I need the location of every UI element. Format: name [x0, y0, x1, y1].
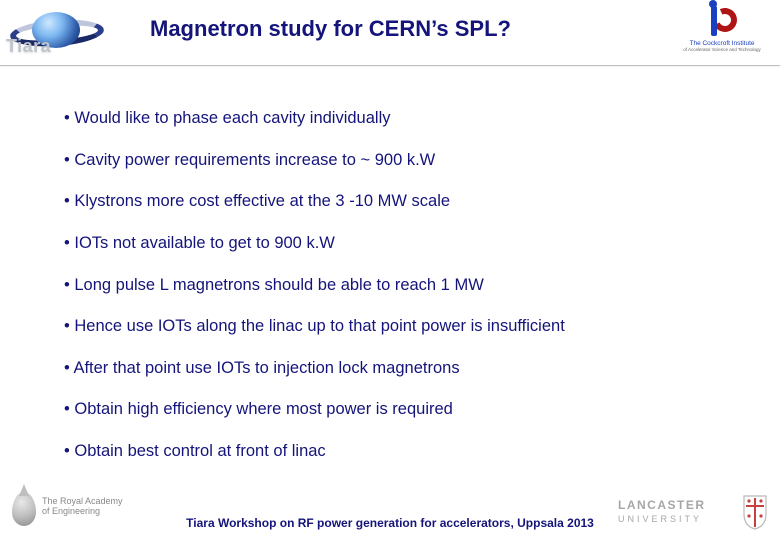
bullet-item: Long pulse L magnetrons should be able t…: [64, 275, 724, 296]
bullet-item: Cavity power requirements increase to ~ …: [64, 150, 724, 171]
slide-title: Magnetron study for CERN’s SPL?: [150, 16, 511, 42]
cockcroft-logo: The Cockcroft Institute of Accelerator S…: [674, 4, 770, 60]
bullet-item: IOTs not available to get to 900 k.W: [64, 233, 724, 254]
slide-footer: The Royal Academy of Engineering Tiara W…: [0, 494, 780, 540]
cockcroft-text-line2: of Accelerator Science and Technology: [674, 47, 770, 52]
lancaster-logo: LANCASTER UNIVERSITY: [618, 494, 768, 534]
cockcroft-text-line1: The Cockcroft Institute: [674, 40, 770, 47]
royal-academy-line1: The Royal Academy: [42, 496, 123, 506]
cockcroft-icon: [705, 4, 739, 38]
tiara-logo-text: Tiara: [6, 36, 51, 57]
lancaster-sub: UNIVERSITY: [618, 514, 702, 524]
slide-header: Tiara Magnetron study for CERN’s SPL? Th…: [0, 0, 780, 66]
lancaster-name: LANCASTER: [618, 498, 706, 512]
tiara-logo: Tiara: [6, 6, 126, 56]
bullet-item: After that point use IOTs to injection l…: [64, 358, 724, 379]
slide-content: Would like to phase each cavity individu…: [64, 108, 724, 483]
bullet-item: Would like to phase each cavity individu…: [64, 108, 724, 129]
lancaster-shield-icon: [742, 494, 768, 530]
bullet-item: Obtain best control at front of linac: [64, 441, 724, 462]
royal-academy-text: The Royal Academy of Engineering: [42, 496, 123, 517]
royal-academy-line2: of Engineering: [42, 506, 100, 516]
bullet-item: Klystrons more cost effective at the 3 -…: [64, 191, 724, 212]
bullet-item: Obtain high efficiency where most power …: [64, 399, 724, 420]
bullet-item: Hence use IOTs along the linac up to tha…: [64, 316, 724, 337]
